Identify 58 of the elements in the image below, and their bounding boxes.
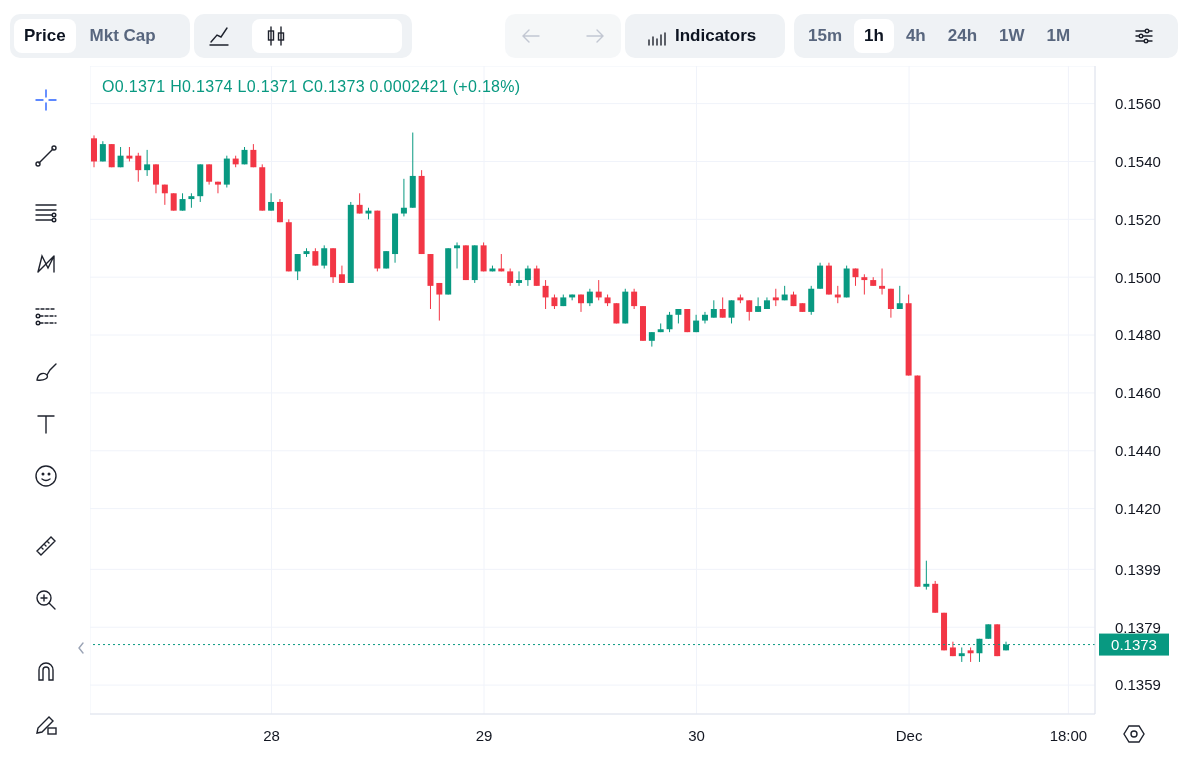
x-tick-label: 18:00 [1049, 726, 1088, 744]
y-tick-label: 0.1440 [1115, 442, 1161, 460]
candlestick [516, 270, 523, 287]
candlestick [719, 296, 726, 319]
y-tick-label: 0.1399 [1115, 560, 1161, 578]
y-tick-label: 0.1480 [1115, 326, 1161, 344]
text: 1h [854, 19, 894, 53]
y-tick-label: 0.1460 [1115, 384, 1161, 402]
candlestick [135, 152, 142, 183]
text: Indicators [675, 26, 757, 46]
annotation: O0.1371 H0.1374 L0.1371 C0.1373 0.0002421 (+0.18%) [102, 78, 521, 96]
candlestick [923, 560, 930, 591]
candlestick [817, 262, 824, 290]
candlestick [321, 244, 328, 269]
candlestick [666, 311, 673, 333]
x-tick-label: 28 [263, 726, 280, 744]
candlestick [144, 149, 151, 177]
y-tick-label: 0.1520 [1115, 210, 1161, 228]
candlestick [861, 273, 868, 296]
candlestick [631, 288, 638, 310]
candlestick [533, 265, 540, 287]
x-tick-label: 30 [688, 726, 705, 744]
candlestick [91, 134, 97, 168]
y-tick-label: 0.1379 [1115, 618, 1161, 636]
candlestick [206, 163, 213, 186]
y-tick-label: 0.1500 [1115, 268, 1161, 286]
y-tick-label: 0.1420 [1115, 499, 1161, 517]
text: 15m [807, 25, 844, 47]
text: 4h [904, 25, 927, 47]
text: 1W [998, 25, 1026, 47]
candlestick [887, 288, 894, 319]
candlestick [524, 265, 531, 287]
candlestick [879, 268, 886, 296]
candlestick [755, 296, 762, 313]
candlestick [152, 163, 159, 194]
y-tick-label: 0.1560 [1115, 94, 1161, 112]
y-tick-label: 0.1359 [1115, 676, 1161, 694]
x-tick-label: 29 [475, 726, 493, 744]
text: 1M [1045, 25, 1072, 47]
candlestick [338, 265, 345, 284]
candlestick [728, 299, 735, 324]
candlestick [542, 279, 549, 310]
candlestick [808, 285, 815, 316]
candlestick [268, 192, 275, 212]
text: Price [14, 19, 76, 53]
candlestick [746, 299, 753, 322]
text: Mkt Cap [88, 25, 157, 47]
candlestick [454, 241, 461, 269]
candlestick [578, 294, 584, 313]
ref-line-label: 0.1373 [1111, 635, 1157, 653]
y-tick-label: 0.1540 [1115, 152, 1161, 170]
candlestick [436, 282, 443, 322]
text: 24h [946, 25, 978, 47]
candlestick [214, 181, 221, 194]
candlestick [400, 178, 407, 217]
x-tick-label: Dec [895, 726, 923, 744]
candlestick [356, 192, 363, 215]
candlestick [294, 253, 301, 281]
